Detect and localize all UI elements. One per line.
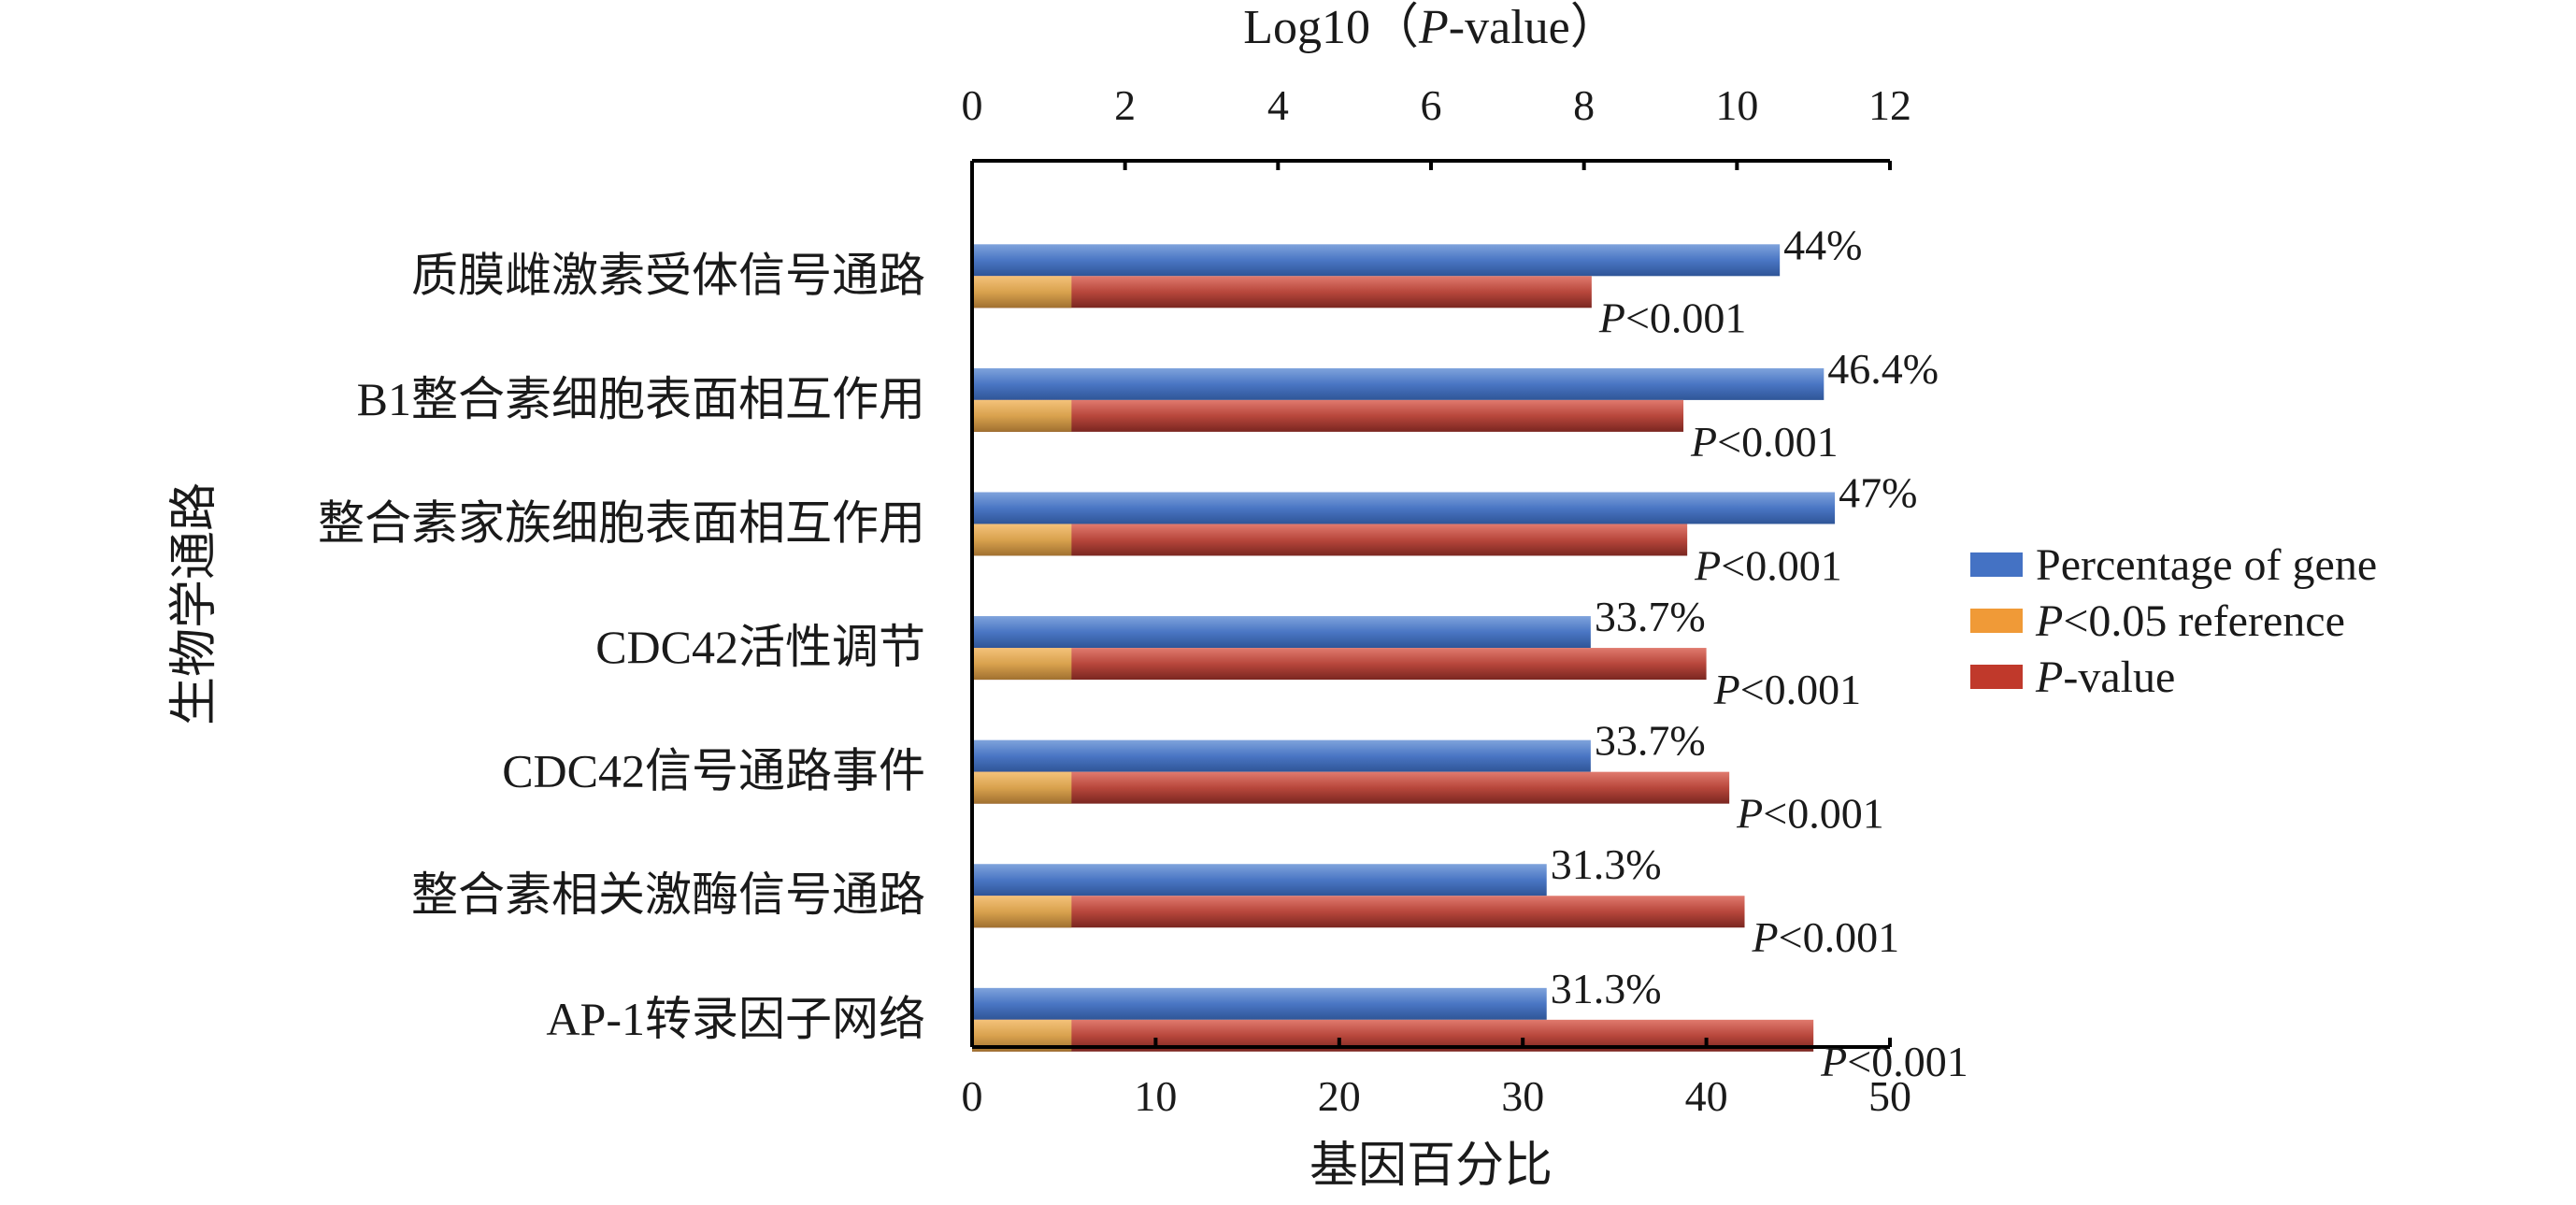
bar-p-value xyxy=(972,399,1684,432)
bottom-tick-label: 40 xyxy=(1685,1072,1728,1120)
bottom-tick-label: 10 xyxy=(1134,1072,1177,1120)
top-tick-label: 8 xyxy=(1573,81,1595,129)
bottom-tick-label: 20 xyxy=(1318,1072,1361,1120)
legend-swatch xyxy=(1970,665,2023,689)
top-tick-label: 2 xyxy=(1114,81,1136,129)
bottom-tick-label: 0 xyxy=(962,1072,983,1120)
bar-p-value xyxy=(972,276,1592,308)
bar-percentage-of-gene xyxy=(972,864,1547,897)
category-label: B1整合素细胞表面相互作用 xyxy=(357,373,925,425)
bar-p-reference xyxy=(972,648,1072,681)
bar-p-reference xyxy=(972,896,1072,928)
data-label-p-value: P<0.001 xyxy=(1690,418,1839,466)
data-label-percentage: 44% xyxy=(1783,221,1862,268)
data-label-p-value: P<0.001 xyxy=(1736,790,1884,838)
legend-swatch xyxy=(1970,552,2023,577)
category-label: CDC42信号通路事件 xyxy=(502,745,925,797)
category-label: CDC42活性调节 xyxy=(595,621,925,673)
bar-p-value xyxy=(972,771,1730,804)
bar-percentage-of-gene xyxy=(972,492,1836,524)
legend-label: P<0.05 reference xyxy=(2035,596,2345,646)
top-axis-title: Log10（P-value） xyxy=(1243,1,1618,54)
bar-p-reference xyxy=(972,399,1072,432)
bar-p-reference xyxy=(972,771,1072,804)
top-tick-label: 6 xyxy=(1421,81,1442,129)
data-label-p-value: P<0.001 xyxy=(1752,913,1900,961)
data-label-p-value: P<0.001 xyxy=(1598,294,1747,341)
category-label: 整合素家族细胞表面相互作用 xyxy=(318,496,925,549)
top-tick-label: 12 xyxy=(1868,81,1911,129)
data-label-percentage: 47% xyxy=(1839,468,1917,516)
data-label-percentage: 31.3% xyxy=(1551,840,1662,888)
legend-label: Percentage of gene xyxy=(2036,540,2377,590)
bar-p-value xyxy=(972,648,1707,681)
bar-percentage-of-gene xyxy=(972,367,1825,400)
bar-percentage-of-gene xyxy=(972,616,1591,649)
top-tick-label: 10 xyxy=(1715,81,1758,129)
bottom-axis-title: 基因百分比 xyxy=(1309,1140,1553,1193)
category-label: 质膜雌激素受体信号通路 xyxy=(411,249,925,301)
bar-p-value xyxy=(972,896,1745,928)
bottom-tick-label: 50 xyxy=(1868,1072,1911,1120)
data-label-p-value: P<0.001 xyxy=(1820,1038,1968,1085)
bar-p-reference xyxy=(972,276,1072,308)
bottom-tick-label: 30 xyxy=(1501,1072,1544,1120)
y-axis-title: 生物学通路 xyxy=(168,482,222,725)
bar-p-reference xyxy=(972,524,1072,556)
bar-p-value xyxy=(972,524,1688,556)
bar-percentage-of-gene xyxy=(972,739,1591,772)
data-label-percentage: 33.7% xyxy=(1595,717,1706,765)
top-tick-label: 0 xyxy=(962,81,983,129)
legend-label: P-value xyxy=(2035,653,2175,702)
top-tick-label: 4 xyxy=(1267,81,1289,129)
legend-swatch xyxy=(1970,609,2023,633)
data-label-percentage: 33.7% xyxy=(1595,593,1706,640)
data-label-percentage: 46.4% xyxy=(1827,345,1939,393)
category-label: AP-1转录因子网络 xyxy=(546,993,925,1045)
data-label-p-value: P<0.001 xyxy=(1694,541,1842,589)
data-label-percentage: 31.3% xyxy=(1551,965,1662,1012)
data-label-p-value: P<0.001 xyxy=(1713,666,1862,713)
category-label: 整合素相关激酶信号通路 xyxy=(411,868,925,921)
bar-percentage-of-gene xyxy=(972,244,1781,277)
bar-percentage-of-gene xyxy=(972,987,1547,1020)
